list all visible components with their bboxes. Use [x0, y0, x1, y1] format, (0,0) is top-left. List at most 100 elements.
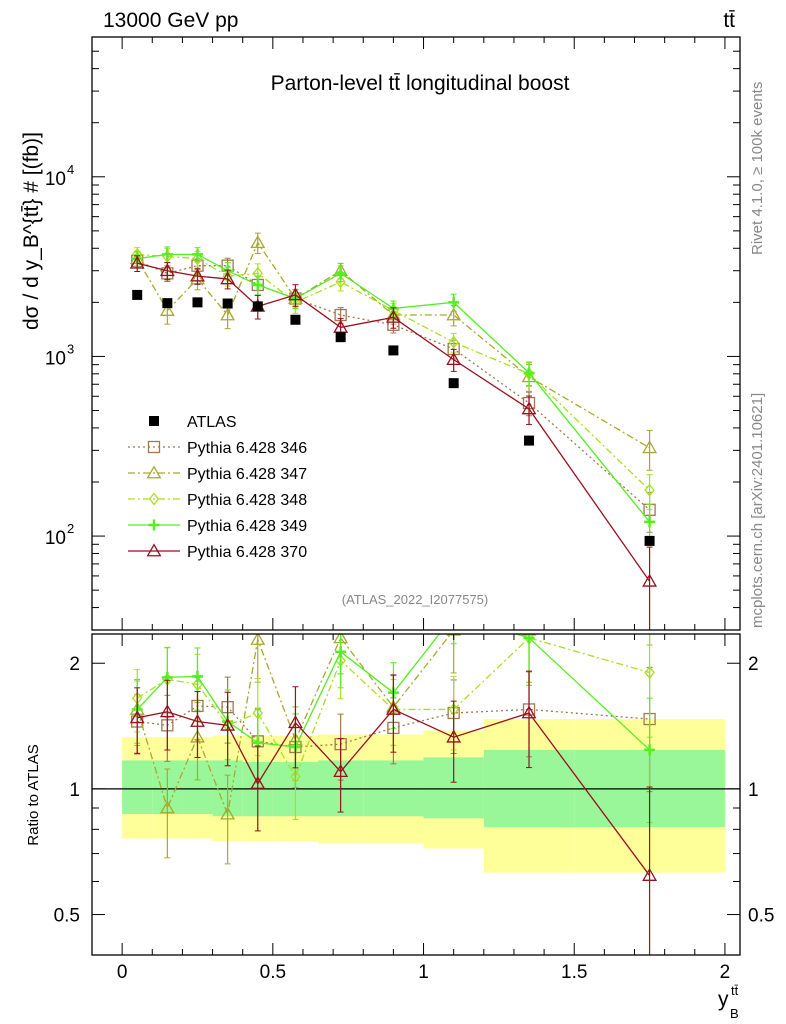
ratio-y-tick-label-right: 0.5: [748, 906, 774, 927]
ratio-point: [448, 610, 459, 621]
data-point: [159, 302, 175, 316]
x-tick-label: 0.5: [260, 962, 286, 983]
atlas-point: [222, 298, 233, 309]
series-0-main: [131, 254, 656, 533]
ratio-y-tick-label: 1: [69, 780, 80, 801]
atlas-point: [132, 289, 143, 300]
main-y-tick-label: 10: [45, 348, 66, 369]
process-label: tt̄: [723, 9, 735, 32]
ratio-point: [129, 710, 145, 724]
data-point: [192, 252, 203, 266]
data-point: [220, 307, 236, 321]
x-tick-label: 1: [418, 962, 429, 983]
data-point: [191, 248, 203, 260]
ratio-y-tick-label-right: 2: [748, 654, 759, 675]
green-band-bin: [122, 760, 153, 815]
x-label-main: y: [718, 988, 729, 1011]
ratio-bands: [92, 719, 740, 873]
atlas-point: [448, 378, 459, 389]
ratio-axes: 0 0.5 1 1.5 2 0.5 0.5 1 1 2 2: [54, 634, 774, 983]
chart-title: Parton-level tt̄ longitudinal boost: [271, 72, 570, 95]
ratio-point: [250, 775, 266, 789]
data-point: [161, 248, 173, 260]
data-point: [642, 440, 658, 454]
data-point: [446, 351, 462, 366]
data-point: [448, 296, 460, 308]
ratio-point: [191, 670, 203, 682]
ratio-point: [250, 634, 266, 645]
ratio-point: [159, 800, 175, 814]
ratio-y-tick-label: 0.5: [54, 906, 80, 927]
main-y-axis-label: dσ / d y_B^{tt̄} # [(fb)]: [20, 132, 43, 330]
main-frame: [91, 36, 741, 631]
legend-marker: [148, 492, 160, 506]
legend-label: Pythia 6.428 347: [187, 466, 307, 483]
data-point: [250, 234, 266, 249]
ratio-y-label: Ratio to ATLAS: [25, 744, 42, 845]
legend-entry-1: Pythia 6.428 347: [128, 465, 307, 483]
atlas-point: [192, 297, 203, 308]
x-label-sub: B: [730, 1006, 739, 1021]
legend-label: Pythia 6.428 346: [187, 440, 307, 457]
data-point: [159, 263, 175, 277]
ratio-point: [190, 713, 205, 727]
series-line: [137, 253, 651, 491]
main-y-tick-exponent: 4: [67, 162, 74, 177]
atlas-point: [290, 314, 301, 325]
ratio-point: [644, 665, 655, 680]
data-point: [252, 279, 264, 291]
data-point: [642, 573, 658, 587]
data-point: [644, 516, 656, 528]
legend-marker: [146, 465, 162, 479]
atlas-point: [644, 535, 655, 546]
ratio-point: [287, 715, 303, 729]
main-series-layer: [129, 232, 658, 630]
x-tick-label: 0: [117, 962, 128, 983]
energy-label: 13000 GeV pp: [103, 9, 238, 32]
data-point: [190, 268, 205, 282]
atlas-point: [252, 301, 263, 312]
main-y-tick-exponent: 3: [67, 341, 74, 356]
data-point: [523, 367, 535, 379]
legend-marker-atlas: [149, 416, 159, 426]
ratio-point: [446, 729, 462, 743]
ratio-point: [335, 646, 347, 658]
x-label-sup: tt̄: [731, 983, 739, 998]
legend-entry-4: Pythia 6.428 370: [128, 543, 307, 561]
series-ratio-line: [136, 634, 452, 817]
analysis-id: (ATLAS_2022_I2077575): [342, 592, 488, 607]
x-tick-label: 1.5: [561, 962, 587, 983]
data-point: [644, 483, 655, 497]
ratio-point: [220, 806, 236, 820]
ratio-point: [642, 867, 658, 881]
x-axis-label: y tt̄ B: [718, 983, 739, 1021]
main-y-tick-label: 10: [45, 528, 66, 549]
ratio-y-tick-label: 2: [69, 654, 80, 675]
atlas-data: [132, 289, 655, 546]
atlas-point: [335, 332, 346, 343]
data-point: [446, 307, 462, 321]
legend-marker: [148, 519, 160, 531]
data-point: [448, 335, 459, 349]
atlas-point: [388, 345, 399, 356]
data-point: [220, 271, 236, 285]
main-y-label-text: dσ / d y_B^{tt̄} # [(fb)]: [20, 132, 43, 330]
atlas-point: [162, 298, 173, 309]
ratio-point: [333, 763, 349, 778]
data-point: [129, 255, 145, 269]
rivet-label: Rivet 4.1.0, ≥ 100k events: [749, 82, 766, 255]
data-point: [385, 309, 401, 323]
legend-entry-atlas: ATLAS: [149, 414, 237, 431]
data-point: [335, 267, 347, 279]
legend-entry-0: Pythia 6.428 346: [128, 440, 307, 457]
legend-label: Pythia 6.428 348: [187, 492, 307, 509]
ratio-point: [220, 717, 236, 731]
legend-marker: [146, 543, 162, 557]
ratio-frame: [91, 633, 741, 956]
data-point: [287, 287, 303, 301]
ratio-series-layer: [129, 610, 658, 955]
legend-entry-3: Pythia 6.428 349: [128, 518, 307, 535]
legend-label: Pythia 6.428 370: [187, 544, 307, 561]
data-point: [335, 275, 346, 289]
